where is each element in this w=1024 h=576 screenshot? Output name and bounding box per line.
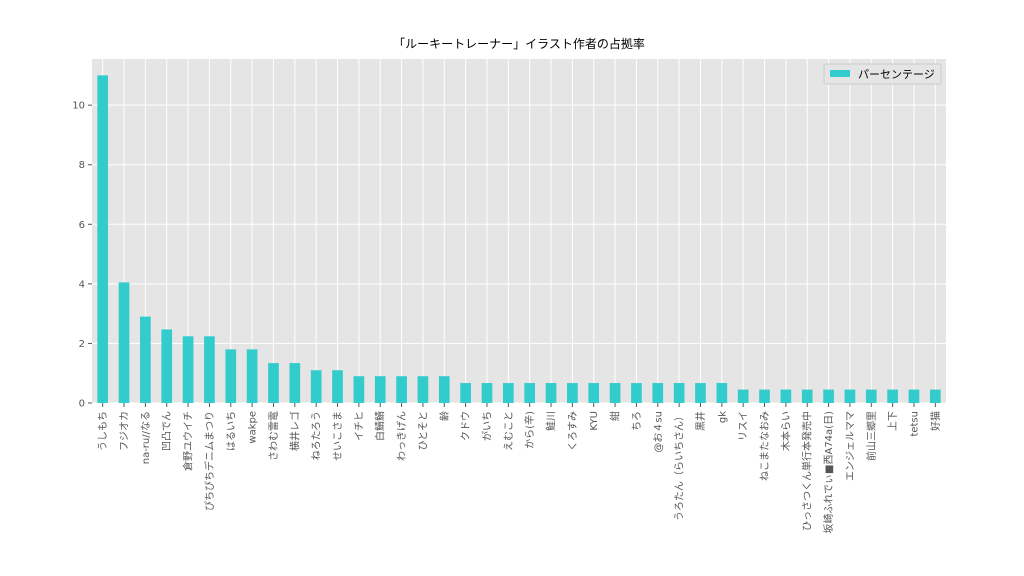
y-tick-label: 8: [79, 160, 85, 171]
x-tick-label: ひっさつくん単行本発売中: [801, 411, 814, 531]
bar: [545, 383, 557, 403]
x-tick-label: KYU: [589, 411, 600, 431]
bar: [631, 383, 642, 403]
legend: パーセンテージ: [823, 63, 942, 85]
x-tick-label: 紺: [609, 411, 622, 421]
bar: [438, 376, 450, 403]
x-tick-label: リスイ: [739, 411, 750, 441]
bar: [204, 336, 215, 403]
y-tick-label: 2: [79, 339, 85, 350]
bar: [332, 370, 343, 403]
x-tick-label: ねろたろう: [311, 411, 323, 460]
bar: [929, 389, 941, 403]
x-tick-label: 鮭川: [545, 411, 558, 431]
bar: [695, 383, 706, 403]
bar: [588, 383, 600, 403]
x-tick-label: 上下: [887, 411, 899, 431]
x-tick-label: うしもち: [97, 411, 109, 451]
bar: [268, 363, 279, 403]
x-tick-label: クドウ: [460, 411, 472, 441]
x-tick-label: 黒井: [694, 411, 707, 431]
x-tick-label: ちろ: [631, 411, 643, 431]
bar: [396, 376, 407, 403]
bar: [737, 389, 749, 403]
bar: [246, 349, 258, 403]
x-tick-label: くろすみ: [567, 411, 579, 451]
x-tick-label: 倉野ユウイチ: [182, 411, 195, 471]
bar: [908, 389, 920, 403]
x-tick-label: イチヒ: [353, 411, 365, 441]
bar: [844, 389, 856, 403]
bar: [225, 349, 237, 403]
bar: [865, 389, 877, 403]
x-tick-label: せいこさま: [332, 411, 344, 461]
bars: [97, 75, 941, 403]
bar: [118, 282, 130, 403]
x-tick-label: から(辛): [523, 411, 536, 449]
x-tick-label: gk: [717, 411, 728, 423]
bar: [524, 383, 536, 403]
grid-lines: [92, 59, 946, 404]
bar: [97, 75, 109, 403]
bar: [417, 376, 429, 403]
x-tick-label: 好猫: [929, 411, 942, 431]
bar: [823, 389, 834, 403]
bar: [609, 383, 621, 403]
bar: [716, 383, 728, 403]
legend-swatch: [830, 70, 850, 77]
bar: [161, 329, 173, 403]
bar: [460, 383, 471, 403]
x-tick-label: 白鯖鯖: [374, 411, 387, 441]
plot-area: [92, 59, 946, 403]
x-tick-label: うろたん（らいちさん）: [674, 411, 686, 521]
y-axis: 0 2 4 6 8 10: [72, 101, 92, 410]
y-tick-label: 4: [79, 279, 85, 290]
x-tick-label: 横井レゴ: [288, 411, 301, 451]
x-tick-label: フジオカ: [119, 411, 131, 451]
bar: [182, 336, 194, 403]
x-tick-label: 木本らい: [779, 411, 792, 451]
bar: [780, 389, 792, 403]
y-tick-label: 6: [79, 220, 85, 231]
y-tick-label: 0: [79, 399, 85, 410]
x-tick-label: 前山三郷里: [865, 411, 878, 461]
x-tick-label: わっきげん: [396, 411, 408, 461]
bar: [140, 316, 151, 403]
bar: [310, 370, 322, 403]
x-tick-label: ぴちぴちデニムまつり: [203, 411, 216, 511]
bar: [887, 389, 898, 403]
y-tick-label: 10: [72, 101, 85, 112]
bar: [374, 376, 386, 403]
legend-label: パーセンテージ: [858, 68, 935, 81]
x-tick-label: 坂崎ふれでぃ■西A74a(日): [822, 411, 835, 534]
x-tick-label: ひとそと: [417, 411, 429, 450]
bar: [353, 376, 365, 403]
x-tick-label: ねこまたなおみ: [759, 411, 771, 481]
chart-title: 「ルーキートレーナー」イラスト作者の占拠率: [393, 36, 645, 51]
x-tick-label: @お４su: [652, 411, 664, 453]
bar: [673, 383, 685, 403]
x-tick-label: na-ru//なる: [140, 411, 152, 464]
bar: [481, 383, 493, 403]
bar: [567, 383, 578, 403]
x-tick-label: 齢: [438, 411, 451, 421]
legend-box: [823, 63, 942, 85]
x-tick-label: wakpe: [248, 411, 259, 444]
x-tick-label: がいち: [480, 411, 493, 441]
x-tick-label: tetsu: [909, 411, 920, 437]
bar: [502, 383, 514, 403]
bar: [289, 363, 301, 403]
x-axis: うしもち フジオカ na-ru//なる 凹凸でん 倉野ユウイチ ぴちぴちデニムまつり はるい…: [97, 403, 942, 534]
bar: [801, 389, 813, 403]
bar: [652, 383, 664, 403]
x-tick-label: えむこと: [503, 411, 515, 451]
x-tick-label: さわむ雷電: [268, 411, 280, 461]
x-tick-label: エンジェルママ: [845, 411, 856, 481]
x-tick-label: 凹凸でん: [161, 411, 173, 451]
x-tick-label: はるいち: [225, 411, 237, 451]
bar: [759, 389, 770, 403]
